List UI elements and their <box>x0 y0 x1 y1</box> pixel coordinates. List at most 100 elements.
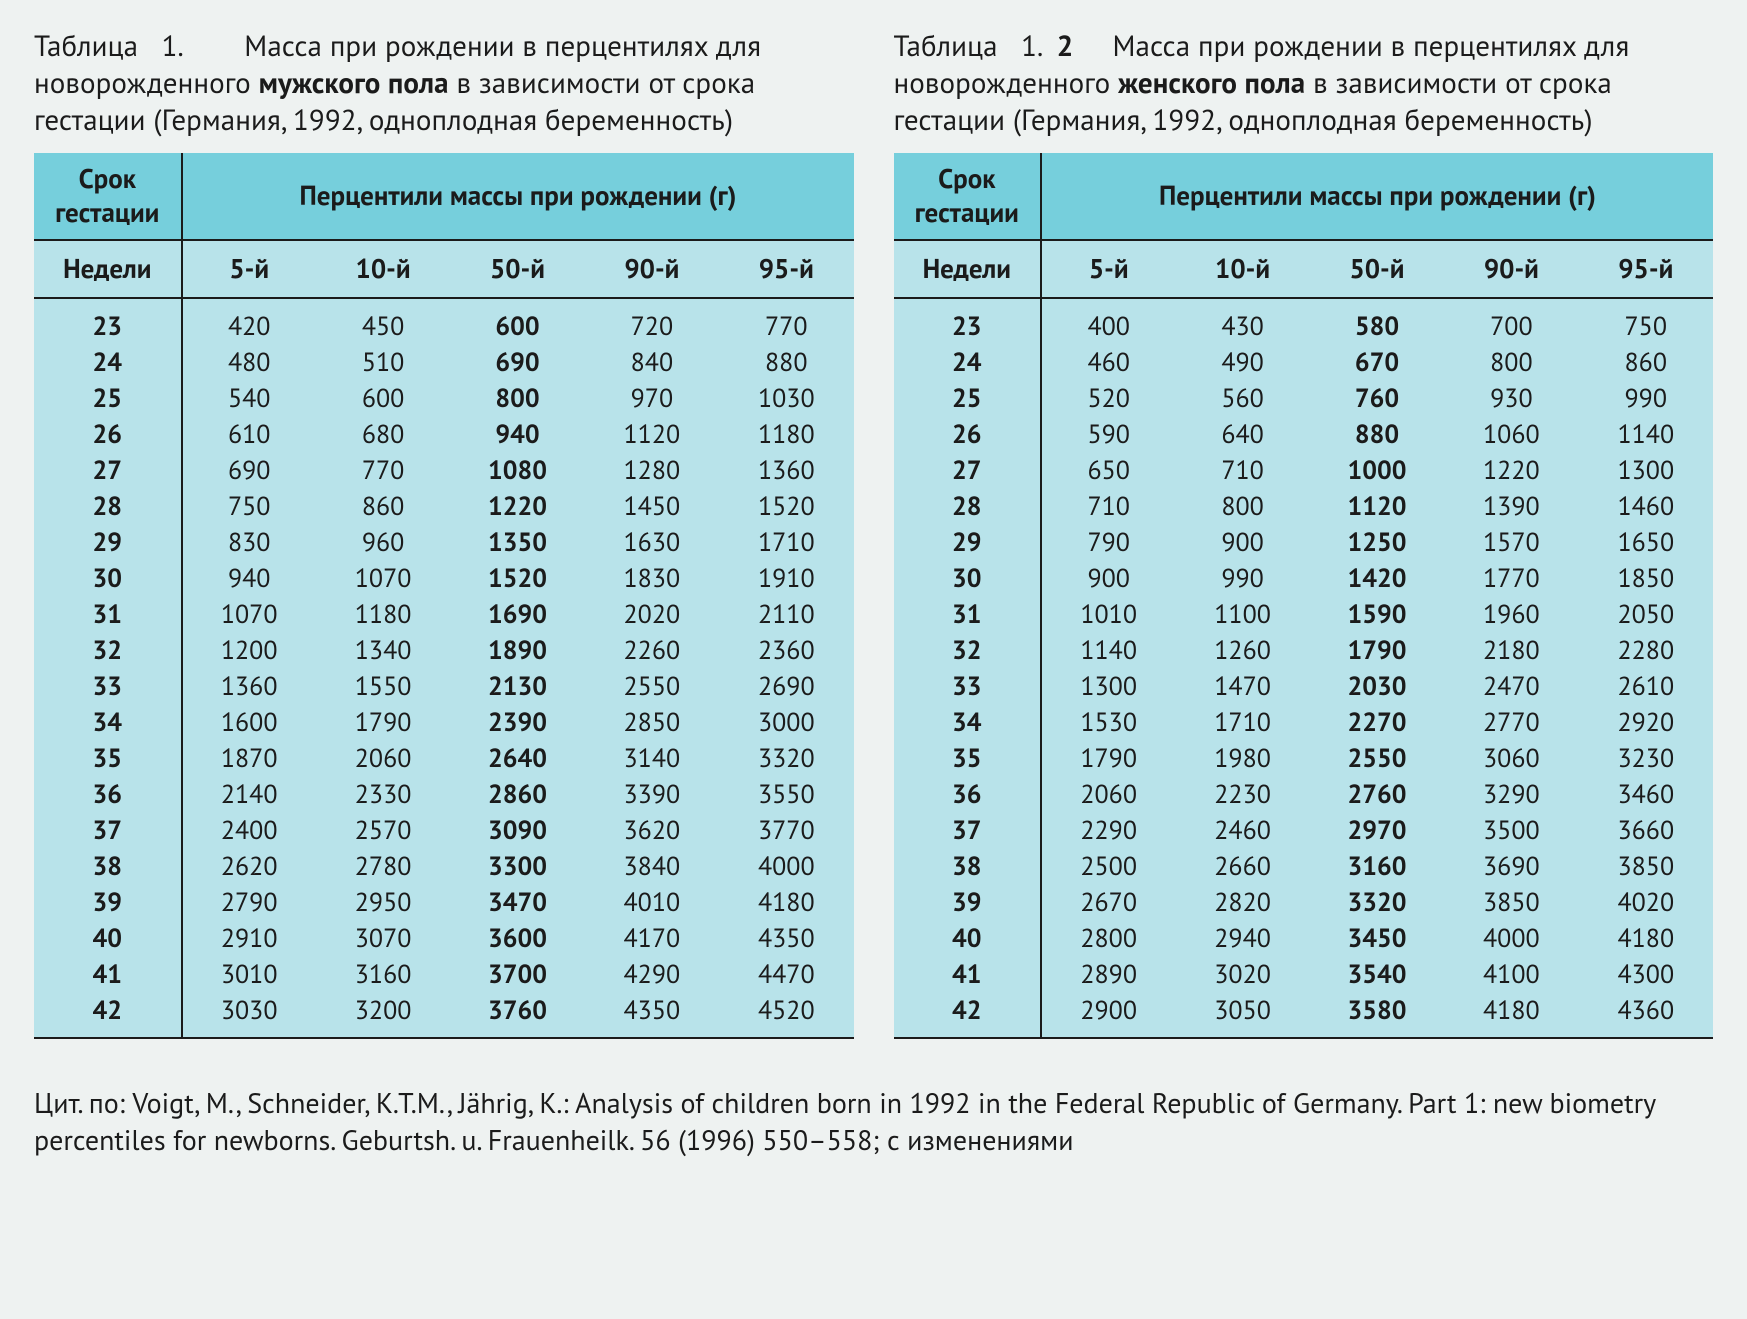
th-p50: 50-й <box>450 240 584 298</box>
cell-p95: 1360 <box>719 453 853 489</box>
cell-p95: 990 <box>1579 381 1713 417</box>
cell-p95: 4470 <box>719 957 853 993</box>
cell-p10: 1260 <box>1175 633 1309 669</box>
table-row: 3110101100159019602050 <box>894 597 1714 633</box>
cell-p90: 4180 <box>1444 993 1578 1038</box>
cell-p90: 800 <box>1444 345 1578 381</box>
cell-p50: 2390 <box>450 705 584 741</box>
cell-p90: 1960 <box>1444 597 1578 633</box>
caption-female-label: Таблица 1. <box>894 27 1057 65</box>
cell-p10: 510 <box>316 345 450 381</box>
cell-week: 40 <box>34 921 182 957</box>
cell-p90: 1770 <box>1444 561 1578 597</box>
cell-p10: 860 <box>316 489 450 525</box>
table-row: 4128903020354041004300 <box>894 957 1714 993</box>
cell-p50: 600 <box>450 298 584 345</box>
cell-week: 23 <box>34 298 182 345</box>
cell-p5: 2890 <box>1041 957 1175 993</box>
cell-p10: 3020 <box>1175 957 1309 993</box>
cell-p10: 3200 <box>316 993 450 1038</box>
cell-p10: 710 <box>1175 453 1309 489</box>
cell-week: 41 <box>34 957 182 993</box>
cell-p90: 2020 <box>585 597 719 633</box>
cell-p50: 3580 <box>1310 993 1444 1038</box>
cell-p50: 2030 <box>1310 669 1444 705</box>
cell-p10: 2230 <box>1175 777 1309 813</box>
cell-p95: 860 <box>1579 345 1713 381</box>
cell-p90: 3060 <box>1444 741 1578 777</box>
th-gestation: Срок гестации <box>34 153 182 240</box>
cell-p10: 1550 <box>316 669 450 705</box>
cell-p5: 1530 <box>1041 705 1175 741</box>
cell-p90: 2470 <box>1444 669 1578 705</box>
th-weeks: Недели <box>34 240 182 298</box>
th-p5: 5-й <box>182 240 316 298</box>
cell-p50: 2860 <box>450 777 584 813</box>
cell-p5: 1790 <box>1041 741 1175 777</box>
cell-week: 33 <box>894 669 1042 705</box>
table-row: 23420450600720770 <box>34 298 854 345</box>
cell-p10: 2330 <box>316 777 450 813</box>
cell-p5: 830 <box>182 525 316 561</box>
cell-week: 42 <box>34 993 182 1038</box>
caption-female-label-num: 2 <box>1057 27 1074 65</box>
cell-p95: 3000 <box>719 705 853 741</box>
cell-p50: 3760 <box>450 993 584 1038</box>
cell-week: 24 <box>34 345 182 381</box>
cell-p50: 2130 <box>450 669 584 705</box>
cell-week: 26 <box>894 417 1042 453</box>
cell-p95: 3550 <box>719 777 853 813</box>
cell-p10: 1100 <box>1175 597 1309 633</box>
cell-p50: 3600 <box>450 921 584 957</box>
table-row: 3415301710227027702920 <box>894 705 1714 741</box>
cell-week: 24 <box>894 345 1042 381</box>
table-row: 24480510690840880 <box>34 345 854 381</box>
cell-week: 27 <box>894 453 1042 489</box>
cell-p95: 3850 <box>1579 849 1713 885</box>
cell-p50: 1790 <box>1310 633 1444 669</box>
cell-p5: 790 <box>1041 525 1175 561</box>
cell-p90: 970 <box>585 381 719 417</box>
cell-p5: 900 <box>1041 561 1175 597</box>
cell-p50: 2270 <box>1310 705 1444 741</box>
cell-p10: 3070 <box>316 921 450 957</box>
th-p10: 10-й <box>316 240 450 298</box>
cell-week: 29 <box>894 525 1042 561</box>
cell-week: 39 <box>894 885 1042 921</box>
caption-male-label: Таблица 1. <box>34 27 244 65</box>
cell-p90: 3620 <box>585 813 719 849</box>
cell-p90: 2550 <box>585 669 719 705</box>
cell-week: 40 <box>894 921 1042 957</box>
cell-p50: 1890 <box>450 633 584 669</box>
cell-p50: 2760 <box>1310 777 1444 813</box>
table-row: 27690770108012801360 <box>34 453 854 489</box>
cell-week: 25 <box>34 381 182 417</box>
table-row: 28710800112013901460 <box>894 489 1714 525</box>
cell-p10: 800 <box>1175 489 1309 525</box>
table-row: 3621402330286033903550 <box>34 777 854 813</box>
cell-p90: 700 <box>1444 298 1578 345</box>
table-row: 309401070152018301910 <box>34 561 854 597</box>
cell-p90: 2850 <box>585 705 719 741</box>
cell-p95: 2050 <box>1579 597 1713 633</box>
cell-p95: 4000 <box>719 849 853 885</box>
table-row: 23400430580700750 <box>894 298 1714 345</box>
cell-p5: 520 <box>1041 381 1175 417</box>
table-row: 24460490670800860 <box>894 345 1714 381</box>
cell-p90: 4170 <box>585 921 719 957</box>
cell-p95: 2280 <box>1579 633 1713 669</box>
th-p50: 50-й <box>1310 240 1444 298</box>
cell-week: 41 <box>894 957 1042 993</box>
cell-p10: 2060 <box>316 741 450 777</box>
cell-p5: 590 <box>1041 417 1175 453</box>
table-row: 4229003050358041804360 <box>894 993 1714 1038</box>
cell-p5: 460 <box>1041 345 1175 381</box>
cell-p50: 1690 <box>450 597 584 633</box>
cell-p90: 4010 <box>585 885 719 921</box>
cell-p95: 2690 <box>719 669 853 705</box>
cell-p50: 3700 <box>450 957 584 993</box>
cell-p5: 2910 <box>182 921 316 957</box>
page: Таблица 1. Масса при рождении в перценти… <box>0 0 1747 1198</box>
cell-week: 30 <box>894 561 1042 597</box>
cell-p90: 3290 <box>1444 777 1578 813</box>
